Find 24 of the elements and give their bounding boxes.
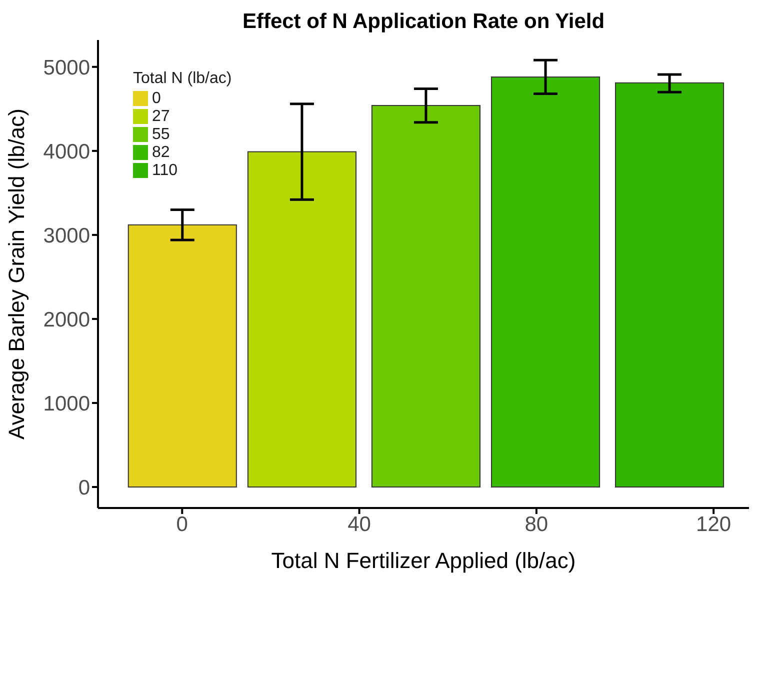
x-tick-label: 120	[696, 512, 732, 536]
x-axis-title: Total N Fertilizer Applied (lb/ac)	[271, 548, 576, 573]
y-axis-title: Average Barley Grain Yield (lb/ac)	[4, 108, 29, 440]
y-tick-label: 3000	[43, 224, 90, 248]
legend-label: 0	[152, 90, 161, 107]
y-tick-label: 5000	[43, 56, 90, 80]
x-tick-label: 0	[176, 512, 188, 536]
y-tick-label: 2000	[43, 308, 90, 332]
y-tick-label: 0	[78, 476, 90, 500]
y-tick-label: 1000	[43, 392, 90, 416]
bar	[491, 76, 600, 488]
bar	[128, 224, 237, 488]
x-tick-label: 40	[348, 512, 371, 536]
y-tick-label: 4000	[43, 140, 90, 164]
legend-label: 82	[152, 144, 170, 161]
x-tick-label: 80	[524, 512, 548, 536]
bar	[615, 82, 724, 488]
legend-label: 55	[152, 126, 170, 143]
bar	[371, 105, 480, 488]
bar	[247, 151, 356, 488]
legend-label: 27	[152, 108, 170, 125]
chart-title: Effect of N Application Rate on Yield	[241, 10, 606, 34]
legend-title: Total N (lb/ac)	[133, 70, 232, 88]
legend-label: 110	[152, 162, 178, 179]
